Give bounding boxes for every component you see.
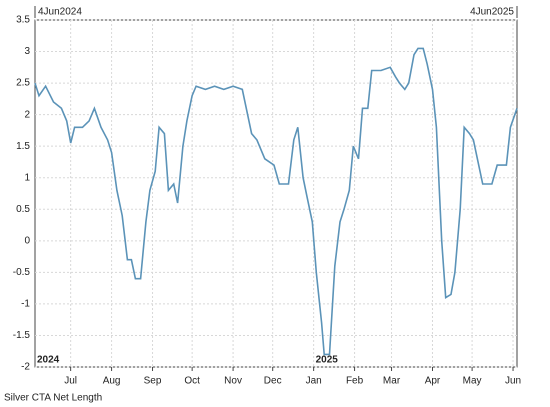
x-tick-label: Dec — [264, 376, 282, 387]
range-label: 4Jun2025 — [470, 7, 514, 18]
y-tick-label: 2.5 — [16, 78, 30, 89]
year-label: 2025 — [316, 355, 339, 366]
y-tick-label: -0.5 — [13, 267, 31, 278]
x-tick-label: Feb — [346, 376, 364, 387]
x-tick-label: Jul — [64, 376, 77, 387]
y-tick-label: 3 — [24, 46, 30, 57]
y-tick-label: -2 — [21, 362, 30, 373]
x-tick-label: Aug — [103, 376, 121, 387]
x-tick-label: Nov — [224, 376, 242, 387]
x-tick-label: Sep — [144, 376, 162, 387]
series-line — [34, 47, 518, 356]
y-tick-label: -1 — [21, 299, 30, 310]
x-tick-label: May — [463, 376, 482, 387]
y-tick-label: 2 — [24, 109, 30, 120]
y-tick-label: -1.5 — [13, 330, 31, 341]
y-tick-label: 1 — [24, 172, 30, 183]
x-tick-label: Mar — [383, 376, 401, 387]
legend-label: Silver CTA Net Length — [4, 393, 102, 404]
plot-frame — [34, 19, 518, 368]
range-label: 4Jun2024 — [38, 7, 82, 18]
x-tick-label: Jan — [306, 376, 322, 387]
x-tick-label: Apr — [425, 376, 441, 387]
y-tick-label: 0.5 — [16, 204, 30, 215]
y-tick-label: 1.5 — [16, 141, 30, 152]
x-tick-label: Jun — [505, 376, 521, 387]
y-tick-label: 0 — [24, 235, 30, 246]
x-tick-label: Oct — [184, 376, 200, 387]
year-label: 2024 — [37, 355, 60, 366]
y-tick-label: 3.5 — [16, 15, 30, 26]
